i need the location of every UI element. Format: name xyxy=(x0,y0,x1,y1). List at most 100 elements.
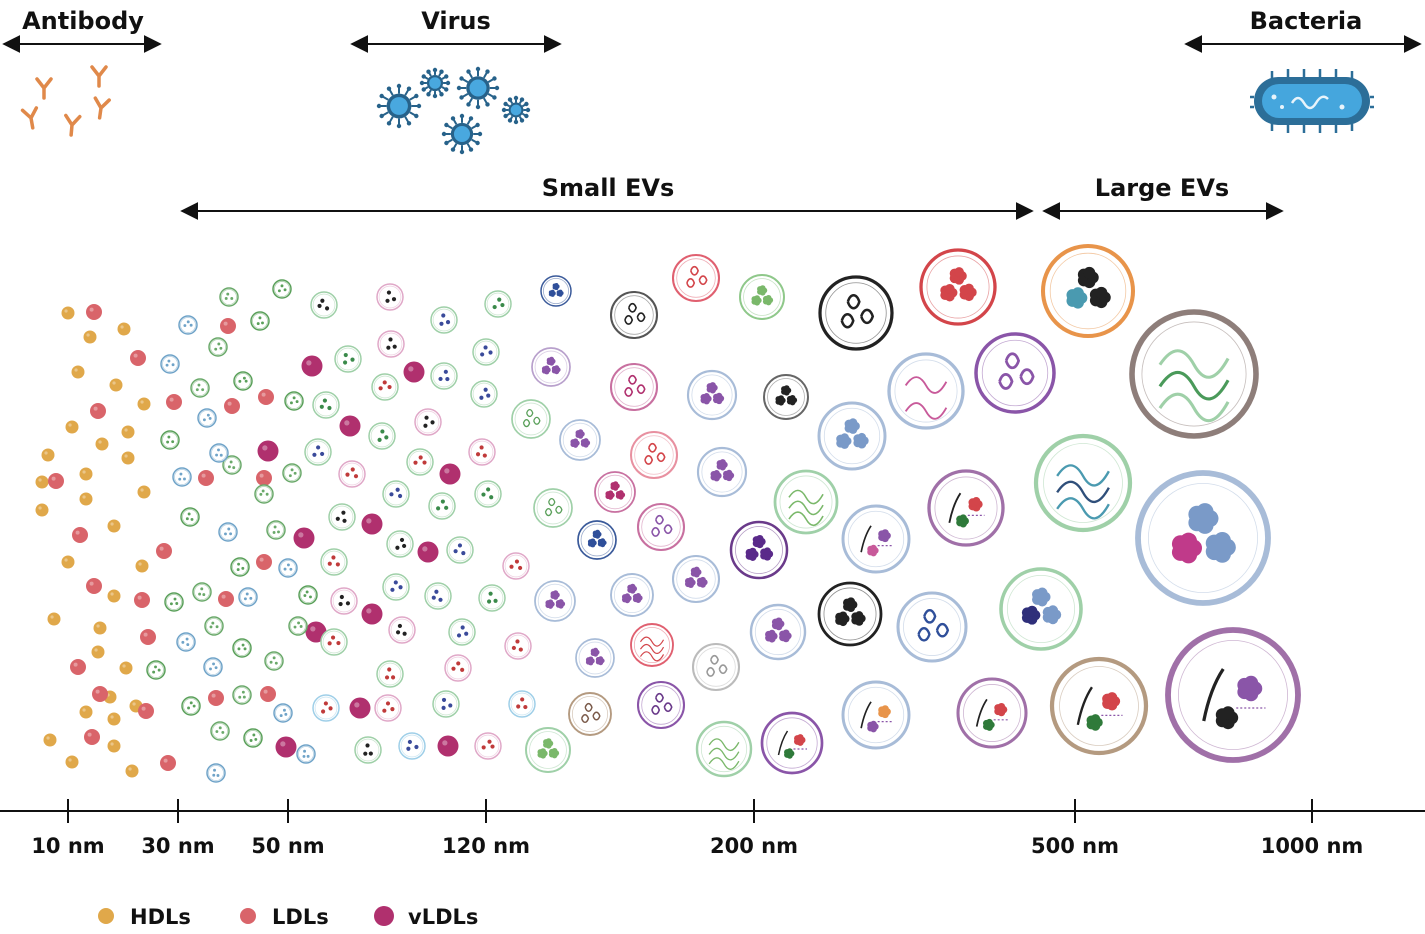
extracellular-vesicle xyxy=(428,492,456,520)
vldl-particle xyxy=(257,440,279,462)
extracellular-vesicle xyxy=(534,580,576,622)
extracellular-vesicle xyxy=(278,558,298,578)
extracellular-vesicle xyxy=(264,651,284,671)
extracellular-vesicle xyxy=(508,690,536,718)
extracellular-vesicle xyxy=(172,467,192,487)
extracellular-vesicle xyxy=(382,480,410,508)
extracellular-vesicle xyxy=(282,463,302,483)
extracellular-vesicle xyxy=(233,371,253,391)
extracellular-vesicle xyxy=(243,728,263,748)
axis-tick-label: 120 nm xyxy=(442,834,530,858)
extracellular-vesicle xyxy=(160,354,180,374)
hdl-particle xyxy=(137,397,151,411)
antibody-icon xyxy=(35,77,53,100)
hdl-particle xyxy=(65,755,79,769)
hdl-particle xyxy=(71,365,85,379)
extracellular-vesicle xyxy=(376,283,404,311)
extracellular-vesicle xyxy=(533,488,573,528)
extracellular-vesicle xyxy=(209,443,229,463)
axis-tick-label: 200 nm xyxy=(710,834,798,858)
extracellular-vesicle xyxy=(630,623,674,667)
extracellular-vesicle xyxy=(304,438,332,466)
extracellular-vesicle xyxy=(192,582,212,602)
vldl-particle xyxy=(439,463,461,485)
size-axis: 10 nm 30 nm 50 nm 120 nm 200 nm 500 nm 1000 nm xyxy=(0,799,1425,858)
extracellular-vesicle xyxy=(504,632,532,660)
extracellular-vesicle xyxy=(444,654,472,682)
legend-item: LDLs xyxy=(240,905,329,929)
extracellular-vesicle xyxy=(382,573,410,601)
vldl-particle xyxy=(349,697,371,719)
hdl-particle xyxy=(107,712,121,726)
extracellular-vesicle xyxy=(250,311,270,331)
hdl-particle xyxy=(61,306,75,320)
extracellular-vesicle xyxy=(739,274,785,320)
extracellular-vesicle xyxy=(559,419,601,461)
extracellular-vesicle xyxy=(430,362,458,390)
axis-ticks: 10 nm 30 nm 50 nm 120 nm 200 nm 500 nm 1000 nm xyxy=(31,799,1363,858)
hdl-particle xyxy=(83,330,97,344)
ldl-particle xyxy=(140,629,156,645)
hdl-particle xyxy=(109,378,123,392)
extracellular-vesicle xyxy=(502,552,530,580)
extracellular-vesicle xyxy=(204,616,224,636)
extracellular-vesicle xyxy=(575,638,615,678)
virus-icon xyxy=(376,83,422,129)
extracellular-vesicle xyxy=(818,275,894,351)
hdl-particle xyxy=(61,555,75,569)
extracellular-vesicle xyxy=(328,503,356,531)
extracellular-vesicle xyxy=(432,690,460,718)
extracellular-vesicle xyxy=(636,502,686,552)
vldl-particle xyxy=(301,355,323,377)
extracellular-vesicle xyxy=(222,455,242,475)
ldl-particle xyxy=(134,592,150,608)
ldl-particle xyxy=(72,527,88,543)
hdl-particle xyxy=(119,661,133,675)
hdl-particle xyxy=(121,425,135,439)
extracellular-vesicle xyxy=(388,616,416,644)
ldl-particle xyxy=(84,729,100,745)
ldl-particle xyxy=(198,470,214,486)
virus-icons xyxy=(376,66,531,155)
extracellular-vesicle xyxy=(1033,433,1133,533)
hdl-particle xyxy=(95,437,109,451)
extracellular-vesicle xyxy=(254,484,274,504)
ldl-particle xyxy=(260,686,276,702)
extracellular-vesicle xyxy=(1165,627,1301,763)
extracellular-vesicle xyxy=(310,291,338,319)
extracellular-vesicle xyxy=(288,616,308,636)
extracellular-vesicle xyxy=(760,711,824,775)
extracellular-vesicle xyxy=(272,279,292,299)
extracellular-vesicle xyxy=(232,638,252,658)
extracellular-vesicle xyxy=(609,362,659,412)
extracellular-vesicle xyxy=(817,401,887,471)
hdl-particle xyxy=(35,475,49,489)
extracellular-vesicle xyxy=(338,460,366,488)
vldl-particle xyxy=(361,603,383,625)
extracellular-vesicle xyxy=(273,703,293,723)
ldl-particle xyxy=(218,591,234,607)
bacterium-icon xyxy=(1250,69,1374,133)
extracellular-vesicle xyxy=(164,592,184,612)
axis-tick-label: 50 nm xyxy=(251,834,324,858)
ldl-particle xyxy=(208,690,224,706)
hdl-particle xyxy=(117,322,131,336)
extracellular-vesicle xyxy=(230,557,250,577)
extracellular-vesicle xyxy=(448,618,476,646)
hdl-particle xyxy=(79,705,93,719)
extracellular-vesicle xyxy=(334,345,362,373)
legend-item: vLDLs xyxy=(374,905,478,929)
legend-swatch xyxy=(240,908,256,924)
extracellular-vesicle xyxy=(749,603,807,661)
bacteria-label: Bacteria xyxy=(1250,7,1363,35)
extracellular-vesicle xyxy=(176,632,196,652)
extracellular-vesicle xyxy=(296,744,316,764)
extracellular-vesicle xyxy=(1129,309,1259,439)
vldl-particle xyxy=(361,513,383,535)
extracellular-vesicle xyxy=(1040,243,1136,339)
large-evs-group: Large EVs xyxy=(1042,174,1284,220)
ldl-particle xyxy=(258,389,274,405)
extracellular-vesicle xyxy=(376,660,404,688)
extracellular-vesicle xyxy=(594,471,636,513)
